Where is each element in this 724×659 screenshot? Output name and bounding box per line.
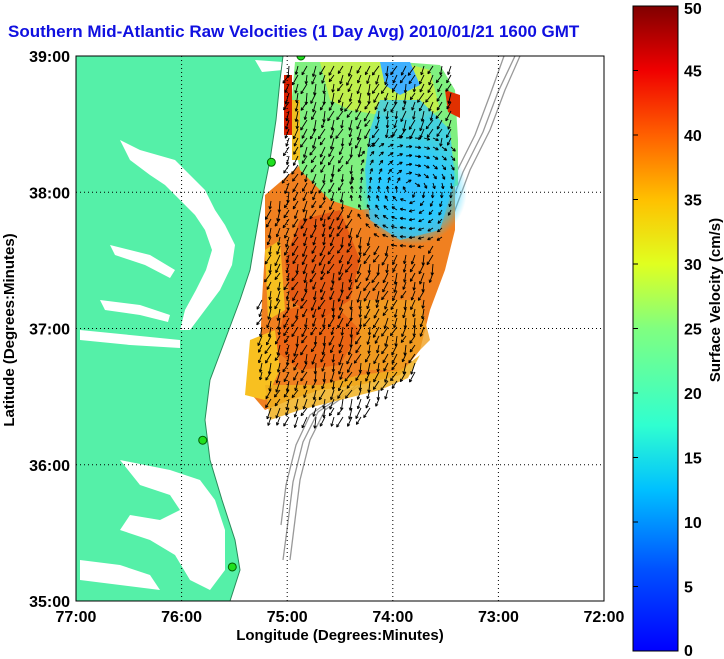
colorbar-tick-label: 25 (684, 322, 702, 339)
plot-frame (75, 55, 605, 602)
lat-tick-label: 35:00 (29, 594, 70, 611)
lon-tick-label: 72:00 (584, 609, 625, 626)
lon-tick-label: 75:00 (267, 609, 308, 626)
velocity-arrows (256, 65, 456, 429)
lon-tick-label: 76:00 (161, 609, 202, 626)
lon-tick-label: 77:00 (56, 609, 97, 626)
colorbar-tick-label: 30 (684, 257, 702, 274)
x-axis-label: Longitude (Degrees:Minutes) (236, 627, 444, 644)
colorbar-label: Surface Velocity (cm/s) (707, 218, 724, 382)
lat-tick-label: 38:00 (29, 185, 70, 202)
colorbar-tick-label: 10 (684, 515, 702, 532)
colorbar-tick-label: 20 (684, 386, 702, 403)
colorbar-tick-label: 0 (684, 643, 693, 659)
station-marker (227, 562, 237, 572)
colorbar (632, 5, 679, 652)
station-marker (198, 435, 208, 445)
colorbar-tick-label: 15 (684, 451, 702, 468)
pamlico-sound (120, 460, 225, 590)
station-marker (266, 157, 276, 167)
station-marker (296, 56, 306, 61)
colorbar-tick-label: 35 (684, 193, 702, 210)
colorbar-tick-label: 50 (684, 1, 702, 18)
colorbar-tick-label: 5 (684, 580, 693, 597)
colorbar-tick-label: 40 (684, 128, 702, 145)
map-title: Southern Mid-Atlantic Raw Velocities (1 … (8, 22, 580, 41)
chesapeake-bay (120, 140, 235, 330)
y-axis-label: Latitude (Degrees:Minutes) (1, 233, 18, 426)
velocity-field (245, 62, 467, 420)
lon-tick-label: 74:00 (372, 609, 413, 626)
colorbar-tick-label: 45 (684, 64, 702, 81)
station-markers (198, 56, 306, 572)
lat-tick-label: 37:00 (29, 322, 70, 339)
lon-tick-label: 73:00 (478, 609, 519, 626)
lat-tick-label: 36:00 (29, 458, 70, 475)
grid-lines (76, 56, 604, 601)
lat-tick-label: 39:00 (29, 49, 70, 66)
